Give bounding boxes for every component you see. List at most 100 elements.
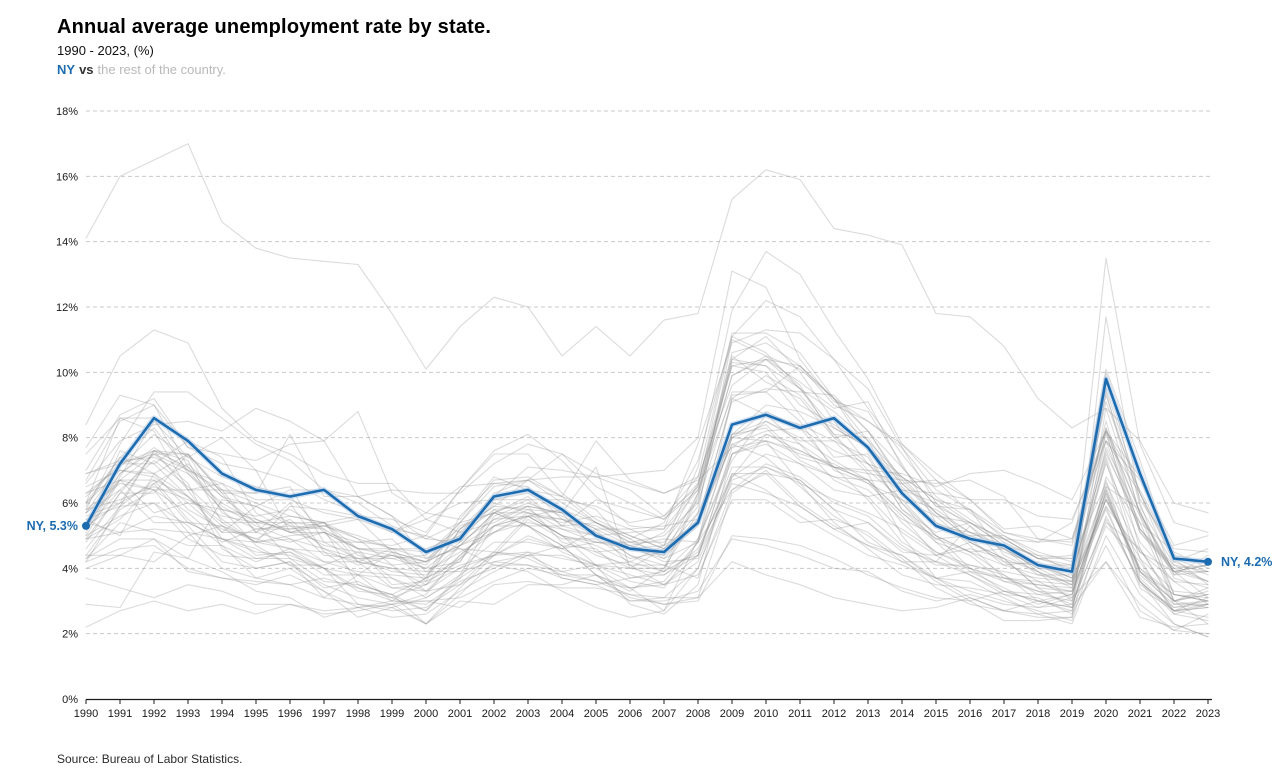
state-line-oh bbox=[85, 365, 1209, 582]
chart-title: Annual average unemployment rate by stat… bbox=[57, 16, 492, 38]
x-axis-label-2016: 2016 bbox=[958, 708, 982, 720]
x-axis-label-2004: 2004 bbox=[550, 708, 574, 720]
chart-legend: NY vs the rest of the country. bbox=[57, 62, 491, 77]
state-line-md bbox=[85, 443, 1209, 625]
x-axis-label-2018: 2018 bbox=[1026, 708, 1050, 720]
x-axis-label-1999: 1999 bbox=[380, 708, 404, 720]
state-line-sd bbox=[85, 535, 1209, 635]
x-axis-label-2020: 2020 bbox=[1094, 708, 1118, 720]
state-line-ak bbox=[85, 397, 1209, 563]
state-line-ne bbox=[85, 538, 1209, 628]
x-axis-label-2023: 2023 bbox=[1196, 708, 1220, 720]
state-line-nd bbox=[85, 535, 1209, 638]
y-axis-label-6: 6% bbox=[62, 498, 78, 510]
chart-subtitle: 1990 - 2023, (%) bbox=[57, 43, 154, 58]
state-line-wa bbox=[85, 375, 1209, 569]
state-line-ia bbox=[85, 482, 1209, 618]
x-axis-label-2002: 2002 bbox=[482, 708, 506, 720]
state-line-nh bbox=[85, 453, 1209, 622]
x-axis-label-2007: 2007 bbox=[652, 708, 676, 720]
x-axis-label-2010: 2010 bbox=[754, 708, 778, 720]
x-axis-label-2021: 2021 bbox=[1128, 708, 1152, 720]
state-line-co bbox=[85, 414, 1209, 612]
y-axis-label-14: 14% bbox=[56, 237, 78, 249]
source-note: Source: Bureau of Labor Statistics. bbox=[57, 752, 243, 766]
x-axis-label-2005: 2005 bbox=[584, 708, 608, 720]
x-axis-label-1993: 1993 bbox=[176, 708, 200, 720]
x-axis-label-1992: 1992 bbox=[142, 708, 166, 720]
state-line-wi bbox=[85, 397, 1209, 605]
state-line-va bbox=[85, 466, 1209, 625]
state-line-ut bbox=[85, 440, 1209, 631]
x-axis-label-2009: 2009 bbox=[720, 708, 744, 720]
state-line-az bbox=[85, 358, 1209, 573]
chart-header: Annual average unemployment rate by stat… bbox=[57, 16, 491, 77]
state-line-ok bbox=[85, 473, 1209, 602]
state-line-tn bbox=[85, 355, 1209, 596]
y-axis-label-2: 2% bbox=[62, 629, 78, 641]
x-axis-label-2022: 2022 bbox=[1162, 708, 1186, 720]
x-axis-label-1991: 1991 bbox=[108, 708, 132, 720]
state-line-ri bbox=[85, 329, 1209, 599]
y-axis-label-12: 12% bbox=[56, 302, 78, 314]
y-axis-label-10: 10% bbox=[56, 367, 78, 379]
x-axis-label-2003: 2003 bbox=[516, 708, 540, 720]
x-axis-label-2012: 2012 bbox=[822, 708, 846, 720]
y-axis-label-16: 16% bbox=[56, 171, 78, 183]
state-line-il bbox=[85, 358, 1209, 569]
state-line-mn bbox=[85, 443, 1209, 618]
y-axis-label-8: 8% bbox=[62, 433, 78, 445]
state-line-la bbox=[85, 427, 1209, 576]
state-line-fl bbox=[85, 335, 1209, 605]
ny-end-marker bbox=[1204, 557, 1212, 566]
x-axis-label-2006: 2006 bbox=[618, 708, 642, 720]
state-line-wv bbox=[85, 329, 1209, 582]
x-axis-label-2014: 2014 bbox=[890, 708, 914, 720]
x-axis-label-2000: 2000 bbox=[414, 708, 438, 720]
state-line-ks bbox=[85, 466, 1209, 612]
state-line-ma bbox=[85, 407, 1209, 612]
state-line-ky bbox=[85, 361, 1209, 573]
state-line-in bbox=[85, 358, 1209, 605]
y-axis-label-18: 18% bbox=[56, 106, 78, 118]
x-axis-label-2001: 2001 bbox=[448, 708, 472, 720]
state-line-mt bbox=[85, 463, 1209, 609]
x-axis-label-1997: 1997 bbox=[312, 708, 336, 720]
state-line-dc bbox=[85, 365, 1209, 547]
state-line-nv bbox=[85, 250, 1209, 573]
x-axis-label-2019: 2019 bbox=[1060, 708, 1084, 720]
ny-end-value-label: NY, 4.2% bbox=[1221, 555, 1273, 569]
state-line-ms bbox=[85, 358, 1209, 599]
state-line-hi bbox=[85, 316, 1209, 622]
ny-start-marker bbox=[82, 521, 90, 530]
state-line-al bbox=[85, 339, 1209, 618]
state-line-or bbox=[85, 335, 1209, 582]
state-line-vt bbox=[85, 473, 1209, 638]
y-axis-label-0: 0% bbox=[62, 694, 78, 706]
state-line-id bbox=[85, 410, 1209, 612]
x-axis-label-1990: 1990 bbox=[74, 708, 98, 720]
x-axis-label-1998: 1998 bbox=[346, 708, 370, 720]
state-line-de bbox=[85, 424, 1209, 592]
x-axis-label-2015: 2015 bbox=[924, 708, 948, 720]
state-line-me bbox=[85, 437, 1209, 609]
state-line-wy bbox=[85, 469, 1209, 605]
state-line-sc bbox=[85, 332, 1209, 609]
legend-highlight-ny: NY bbox=[57, 62, 76, 77]
state-line-nc bbox=[85, 342, 1209, 596]
x-axis-label-2011: 2011 bbox=[788, 708, 812, 720]
x-axis-label-2008: 2008 bbox=[686, 708, 710, 720]
state-line-pr bbox=[85, 143, 1209, 514]
x-axis-label-2017: 2017 bbox=[992, 708, 1016, 720]
ny-start-value-label: NY, 5.3% bbox=[26, 519, 78, 533]
legend-rest-of-country: the rest of the country. bbox=[97, 62, 226, 77]
x-axis-label-2013: 2013 bbox=[856, 708, 880, 720]
state-line-nm bbox=[85, 430, 1209, 586]
state-line-mo bbox=[85, 391, 1209, 615]
x-axis-label-1996: 1996 bbox=[278, 708, 302, 720]
legend-vs: vs bbox=[79, 62, 94, 77]
state-line-ar bbox=[85, 427, 1209, 602]
x-axis-label-1994: 1994 bbox=[210, 708, 234, 720]
ny-line bbox=[84, 377, 1210, 573]
